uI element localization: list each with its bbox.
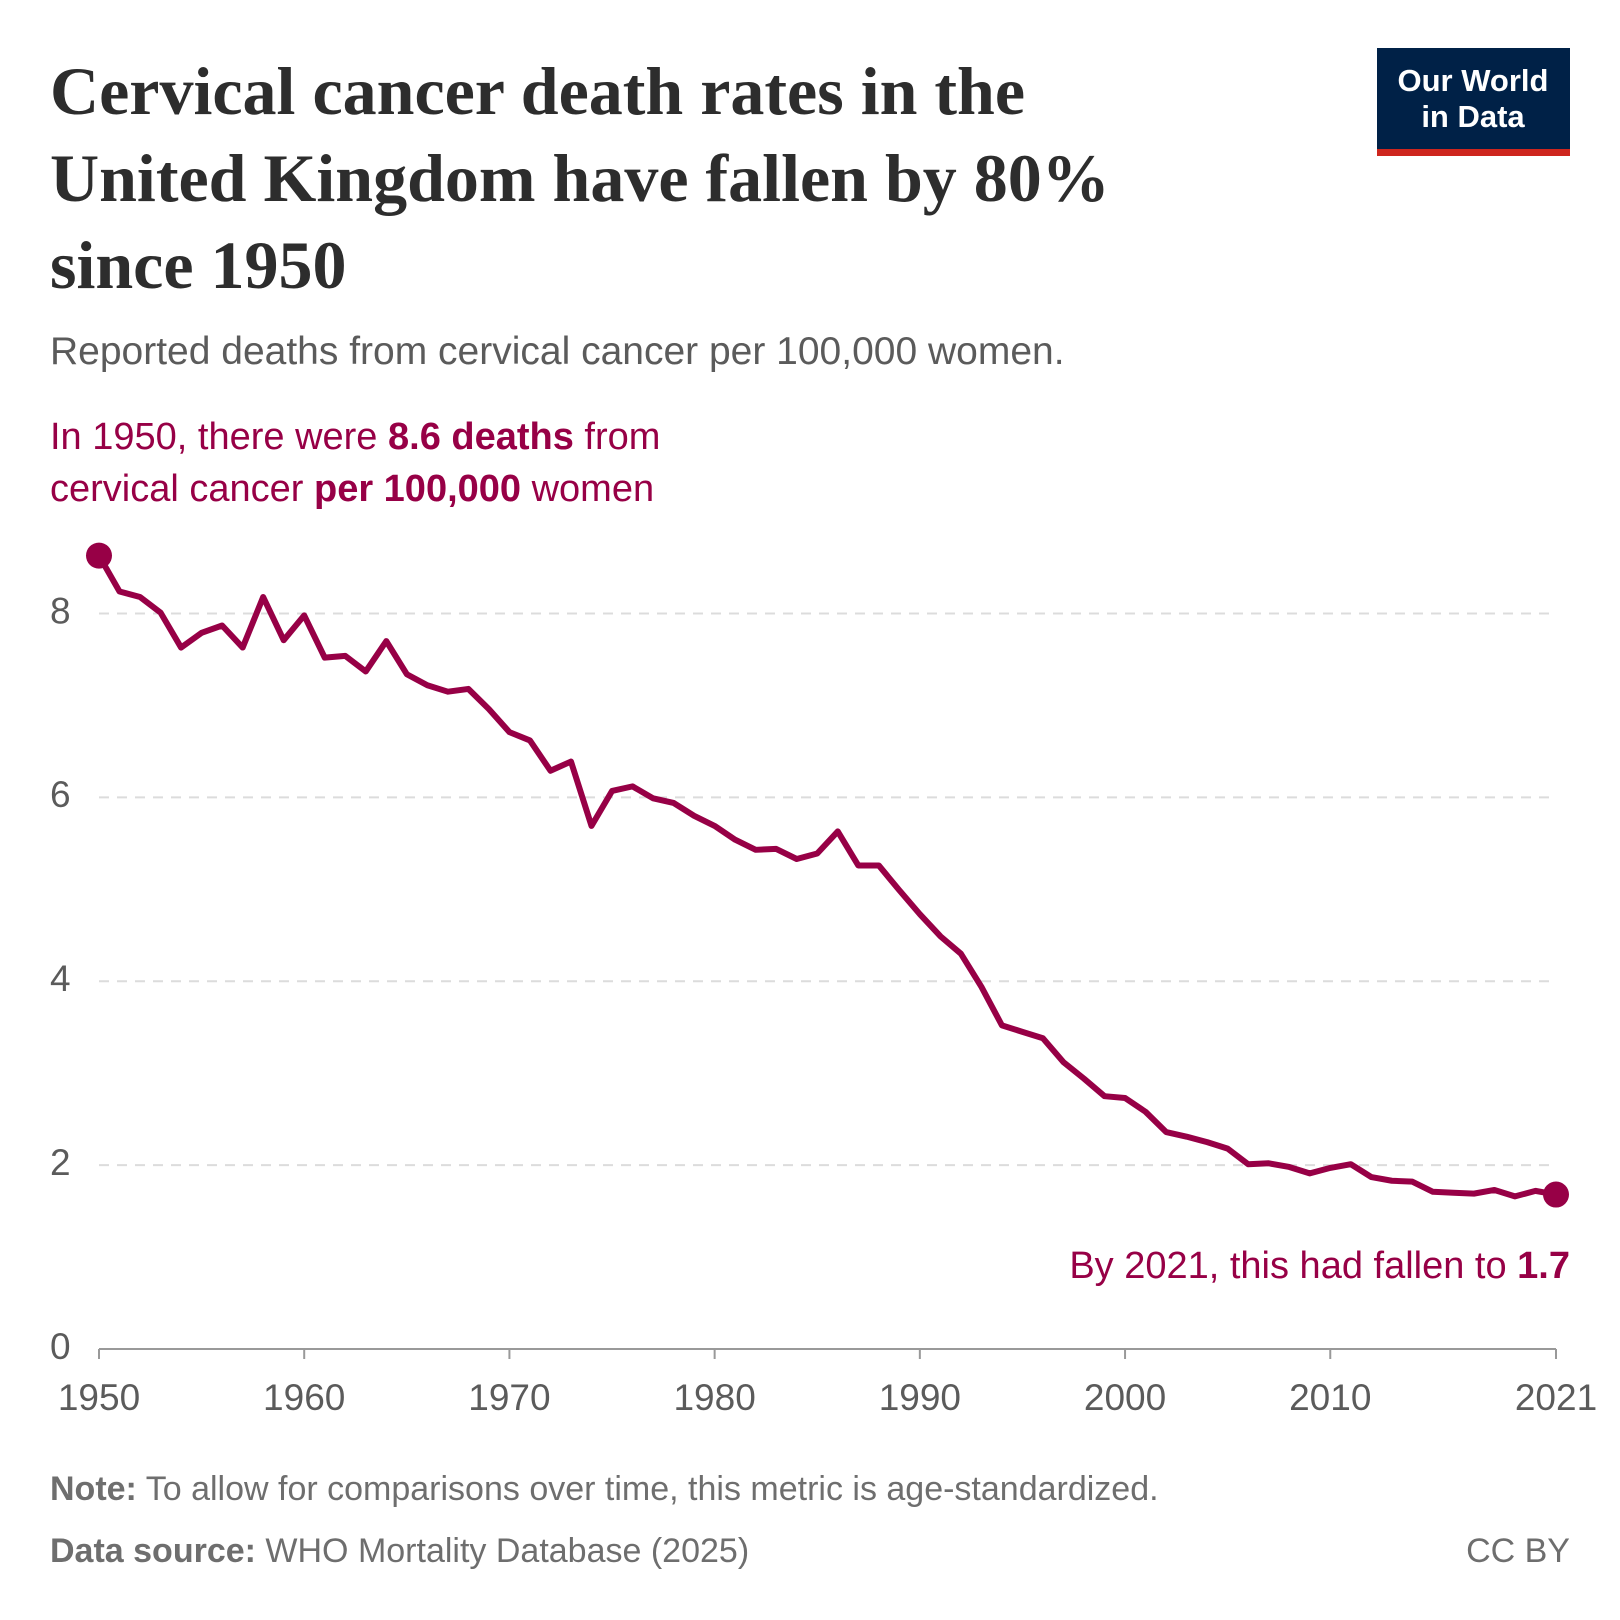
footer-text: To allow for comparisons over time, this… — [137, 1470, 1159, 1508]
annotation-part: 1.7 — [1517, 1245, 1570, 1287]
x-tick-label: 1960 — [263, 1377, 345, 1418]
chart-subtitle: Reported deaths from cervical cancer per… — [50, 330, 1065, 373]
logo-bar — [1377, 149, 1570, 156]
logo-text: Our World — [1398, 63, 1549, 98]
footer: Data source: WHO Mortality Database (202… — [50, 1532, 749, 1570]
footer-label: Note: — [50, 1470, 137, 1508]
end-point — [86, 542, 112, 569]
footer-label: Data source: — [50, 1532, 256, 1570]
y-tick-label: 8 — [50, 590, 71, 631]
chart-title: United Kingdom have fallen by 80% — [50, 140, 1110, 216]
footer: Note: To allow for comparisons over time… — [50, 1470, 1159, 1508]
chart-title: since 1950 — [50, 227, 347, 303]
annotation-part: cervical cancer — [50, 468, 314, 510]
annotation-part: 8.6 deaths — [388, 416, 574, 458]
annotation-part: women — [521, 468, 654, 510]
annotation: By 2021, this had fallen to 1.7 — [1069, 1245, 1570, 1287]
annotation: cervical cancer per 100,000 women — [50, 468, 654, 510]
logo-text: in Data — [1421, 99, 1525, 134]
annotation-part: By 2021, this had fallen to — [1069, 1245, 1517, 1287]
x-tick-label: 2021 — [1515, 1377, 1597, 1418]
logo-box[interactable] — [1377, 48, 1570, 149]
x-tick-label: 1990 — [879, 1377, 961, 1418]
chart-title: Cervical cancer death rates in the — [50, 53, 1025, 129]
footer-text: WHO Mortality Database (2025) — [256, 1532, 749, 1570]
x-tick-label: 1980 — [673, 1377, 755, 1418]
license: CC BY — [1466, 1532, 1570, 1570]
annotation-part: In 1950, there were — [50, 416, 388, 458]
annotation-part: from — [574, 416, 661, 458]
y-tick-label: 0 — [50, 1326, 71, 1367]
x-tick-label: 2000 — [1084, 1377, 1166, 1418]
y-tick-label: 6 — [50, 774, 71, 815]
y-tick-label: 4 — [50, 958, 71, 999]
x-tick-label: 1970 — [468, 1377, 550, 1418]
annotation-part: per 100,000 — [314, 468, 521, 510]
line — [96, 552, 1559, 1200]
y-tick-label: 2 — [50, 1142, 71, 1183]
x-tick-label: 2010 — [1289, 1377, 1371, 1418]
x-tick-label: 1950 — [58, 1377, 140, 1418]
annotation: In 1950, there were 8.6 deaths from — [50, 416, 660, 458]
end-point — [1543, 1181, 1569, 1208]
